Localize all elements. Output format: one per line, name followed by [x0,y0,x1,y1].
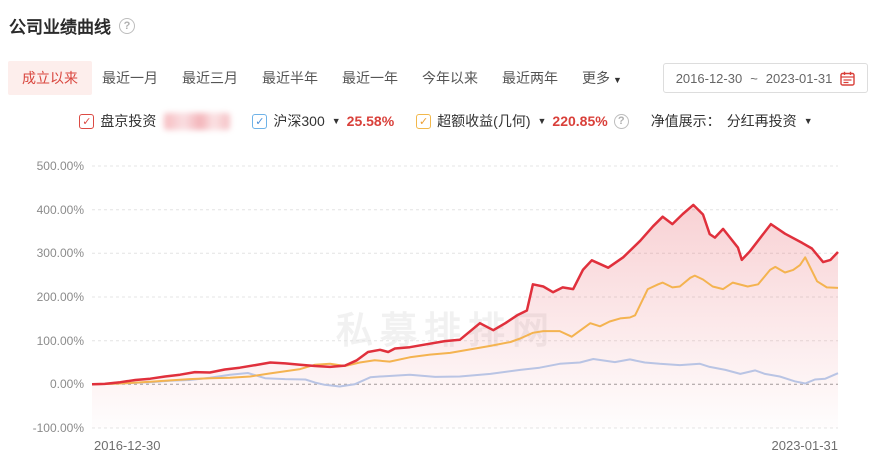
help-icon[interactable]: ? [613,113,629,129]
index-checkbox[interactable]: ✓ [252,113,268,129]
tab-since-inception[interactable]: 成立以来 [8,61,92,95]
page-title: 公司业绩曲线 [9,18,111,37]
date-range-separator: ~ [750,70,758,86]
series-line-盘京投资 [91,203,839,386]
nav-display-mode[interactable]: 净值展示： 分红再投资 ▼ [651,111,813,131]
chart-svg[interactable] [0,145,892,435]
redacted-value-blur [164,112,231,130]
date-start-value[interactable]: 2016-12-30 [675,70,743,86]
y-axis-tick-label: 0.00% [49,377,84,392]
date-end-value[interactable]: 2023-01-31 [765,70,833,86]
legend-excess-label: 超额收益(几何) [437,113,531,129]
y-axis-tick-label: 200.00% [36,290,84,304]
date-range-picker[interactable]: 2016-12-30 ~ 2023-01-31 [663,63,868,93]
tab-more-dropdown[interactable]: 更多 ▼ [582,61,622,95]
series-line-沪深300 [91,358,839,388]
y-axis-tick-label: 500.00% [36,159,84,173]
legend-item-excess[interactable]: ✓ 超额收益(几何) ▼ 220.85% ? [416,111,629,131]
tab-last-year[interactable]: 最近一年 [342,70,398,86]
y-axis-tick-label: 100.00% [36,333,84,348]
tab-last-3-months[interactable]: 最近三月 [182,70,238,86]
x-axis-end-label: 2023-01-31 [771,438,839,453]
performance-chart: 私募排排网 2016-12-30 2023-01-31 500.00% 400.0… [0,145,892,464]
help-icon[interactable]: ? [119,17,135,34]
page-header: 公司业绩曲线 ? [9,13,135,38]
period-tabs: 成立以来 最近一月 最近三月 最近半年 最近一年 今年以来 最近两年 更多 ▼ [8,61,646,95]
excess-checkbox[interactable]: ✓ [416,113,432,129]
tab-last-month[interactable]: 最近一月 [102,70,158,86]
chevron-down-icon[interactable]: ▼ [537,116,547,126]
tab-last-6-months[interactable]: 最近半年 [262,70,318,86]
calendar-icon[interactable] [840,71,855,86]
chevron-down-icon[interactable]: ▼ [331,116,341,126]
series-line-超额收益(几何) [91,256,839,386]
y-axis-tick-label: -100.00% [32,421,84,435]
fund-checkbox[interactable]: ✓ [79,113,95,129]
display-mode-label: 净值展示： [650,113,721,129]
legend-fund-label: 盘京投资 [100,113,157,129]
legend-item-index[interactable]: ✓ 沪深300 ▼ 25.58% [252,111,394,131]
y-axis-tick-label: 400.00% [36,202,84,217]
x-axis-start-label: 2016-12-30 [94,438,161,453]
chevron-down-icon: ▼ [613,75,622,85]
excess-return-value: 220.85% [552,113,608,129]
chevron-down-icon[interactable]: ▼ [803,116,813,126]
legend-index-label: 沪深300 [273,113,325,129]
tab-more-label: 更多 [582,70,610,86]
tab-last-2-years[interactable]: 最近两年 [502,70,558,86]
series-area-fill [92,204,838,428]
legend-item-fund[interactable]: ✓ 盘京投资 [79,111,231,131]
chart-legend: ✓ 盘京投资 ✓ 沪深300 ▼ 25.58% ✓ 超额收益(几何) ▼ 220… [0,110,892,132]
tab-ytd[interactable]: 今年以来 [422,70,478,86]
y-axis-tick-label: 300.00% [36,246,84,261]
display-mode-value[interactable]: 分红再投资 [726,113,797,129]
index-return-value: 25.58% [346,113,395,129]
